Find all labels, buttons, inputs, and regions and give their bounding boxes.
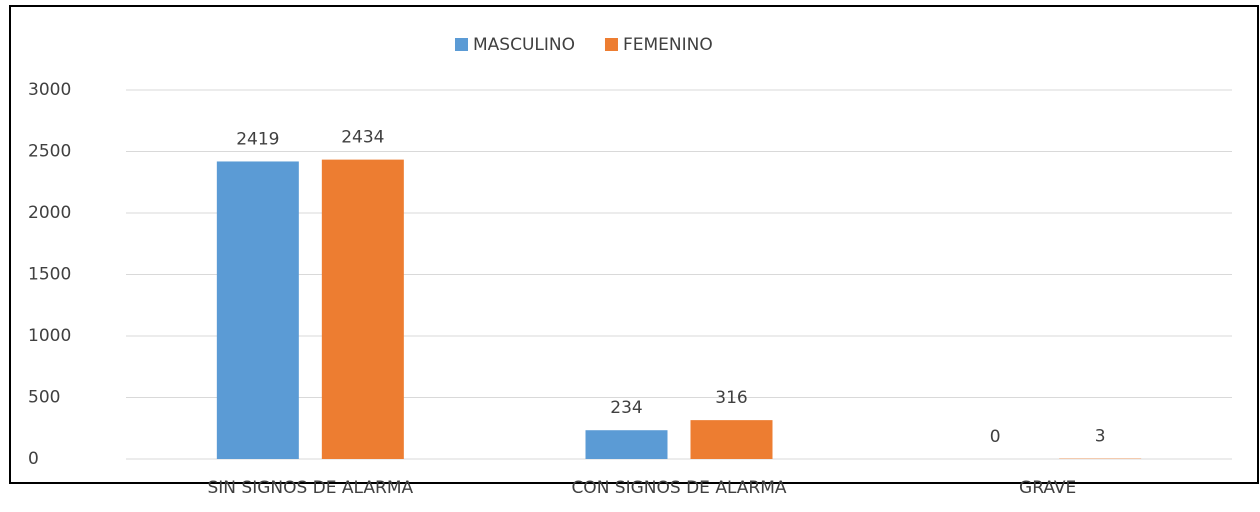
- x-tick-label: CON SIGNOS DE ALARMA: [571, 478, 786, 498]
- y-tick-label: 2000: [28, 203, 71, 223]
- legend-label: FEMENINO: [623, 35, 713, 55]
- bar: [322, 160, 404, 459]
- value-label: 0: [990, 427, 1001, 447]
- value-label: 316: [715, 388, 747, 408]
- y-tick-label: 1000: [28, 326, 71, 346]
- value-label: 2434: [341, 128, 384, 148]
- y-tick-label: 500: [28, 388, 60, 408]
- x-tick-label: GRAVE: [1019, 478, 1076, 498]
- value-label: 234: [610, 398, 642, 418]
- legend-swatch: [455, 38, 468, 51]
- y-tick-label: 0: [28, 449, 39, 469]
- bar: [691, 420, 773, 459]
- value-label: 2419: [236, 129, 279, 149]
- legend-swatch: [605, 38, 618, 51]
- legend-label: MASCULINO: [473, 35, 575, 55]
- bar: [586, 430, 668, 459]
- bar: [217, 161, 299, 459]
- y-tick-label: 3000: [28, 80, 71, 100]
- y-tick-label: 2500: [28, 142, 71, 162]
- x-tick-label: SIN SIGNOS DE ALARMA: [207, 478, 413, 498]
- y-tick-label: 1500: [28, 265, 71, 285]
- value-label: 3: [1095, 427, 1106, 447]
